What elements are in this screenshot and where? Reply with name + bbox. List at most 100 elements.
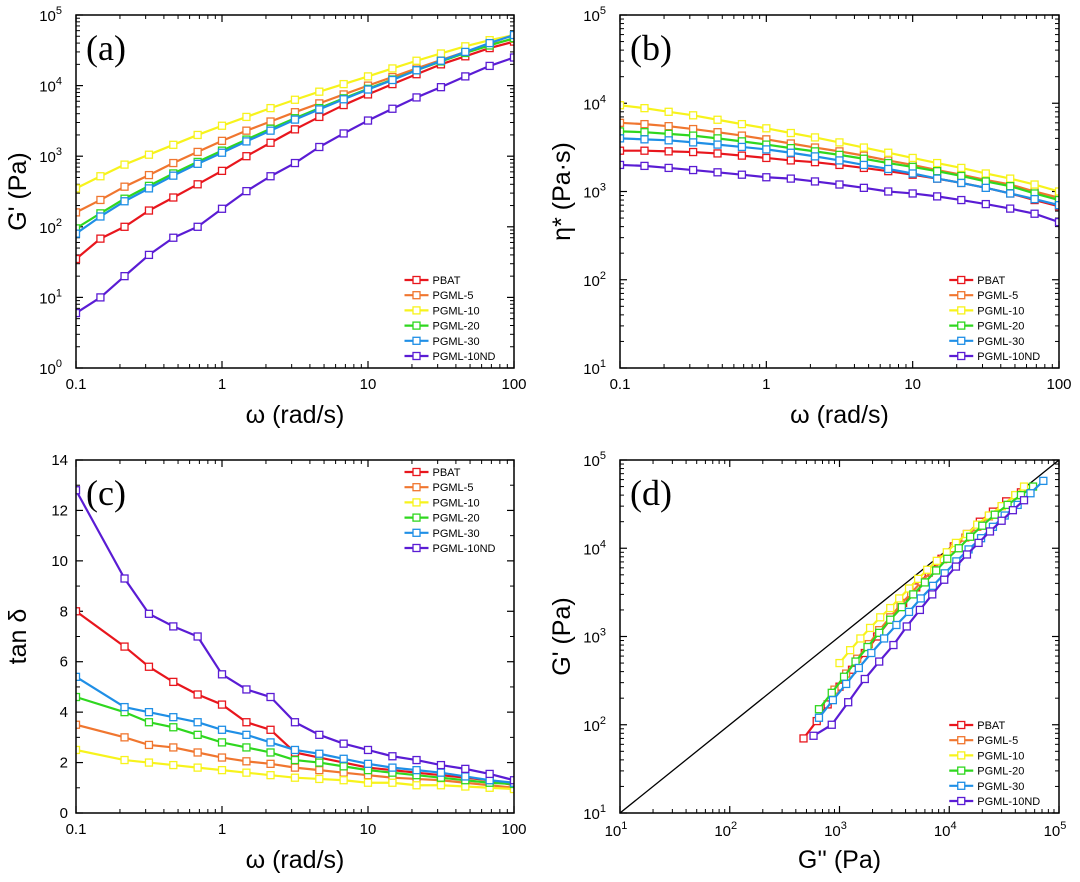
data-point <box>932 566 941 575</box>
data-point <box>1054 201 1059 210</box>
data-point <box>640 119 649 129</box>
y-tick-label: 103 <box>583 182 606 202</box>
data-point <box>688 165 698 175</box>
data-point <box>76 229 81 238</box>
legend-marker <box>412 513 421 522</box>
legend-label: PGML-20 <box>433 513 480 525</box>
data-point <box>1039 476 1048 486</box>
series-PGML-10ND <box>76 486 514 785</box>
data-point <box>688 111 698 120</box>
data-point <box>363 116 373 125</box>
x-tick-label: 100 <box>501 821 526 838</box>
legend-item: PBAT <box>404 275 461 287</box>
legend-marker <box>412 467 421 477</box>
data-point <box>96 195 105 205</box>
data-point <box>193 180 202 189</box>
data-point <box>897 603 907 612</box>
y-tick-label: 100 <box>39 358 62 378</box>
data-point <box>242 137 251 146</box>
legend-label: PBAT <box>433 275 461 287</box>
data-point <box>266 771 275 780</box>
y-tick-base: 10 <box>583 630 600 647</box>
y-tick-base: 10 <box>583 8 600 25</box>
y-tick-exponent: 5 <box>600 5 606 17</box>
legend-item: PGML-10ND <box>404 351 496 363</box>
data-point <box>315 774 324 784</box>
legend-marker <box>412 336 421 345</box>
data-point <box>363 72 373 81</box>
legend-item: PGML-5 <box>404 482 474 494</box>
series-PGML-30 <box>814 476 1048 722</box>
series-PGML-10 <box>620 101 1059 196</box>
data-point <box>827 688 836 697</box>
y-tick-label: 104 <box>583 538 606 558</box>
data-point <box>916 594 925 603</box>
legend-label: PGML-5 <box>977 735 1018 747</box>
legend-label: PGML-10 <box>433 497 480 509</box>
series-PGML-30 <box>76 30 514 238</box>
legend-label: PGML-10 <box>977 305 1024 317</box>
legend-marker <box>957 291 966 300</box>
data-point <box>620 127 625 136</box>
data-point <box>957 163 966 173</box>
data-point <box>120 733 129 742</box>
data-point <box>509 53 514 62</box>
data-point <box>144 150 154 159</box>
x-tick-label: 101 <box>605 820 628 840</box>
legend-marker <box>412 275 421 285</box>
series-line <box>833 494 1017 691</box>
data-point <box>76 208 81 217</box>
legend-label: PBAT <box>977 275 1005 287</box>
panel-label: (a) <box>86 28 126 68</box>
data-point <box>814 705 824 714</box>
data-point <box>242 757 251 766</box>
y-tick-base: 10 <box>583 718 600 735</box>
data-point <box>242 718 251 727</box>
data-point <box>339 79 348 89</box>
legend-label: PGML-10ND <box>433 543 496 555</box>
y-tick-exponent: 1 <box>600 358 606 370</box>
data-point <box>876 613 885 622</box>
y-tick-exponent: 3 <box>600 627 606 639</box>
legend-item: PGML-10 <box>404 305 480 317</box>
data-point <box>943 554 952 563</box>
data-point <box>904 584 914 593</box>
data-point <box>290 718 300 727</box>
x-tick-label: 1 <box>218 376 226 393</box>
legend-label: PBAT <box>433 467 461 479</box>
data-point <box>217 166 227 176</box>
x-tick-base: 10 <box>824 823 841 840</box>
x-tick-label: 104 <box>934 820 957 840</box>
data-point <box>144 662 154 671</box>
data-area <box>76 486 514 794</box>
legend-item: PGML-10 <box>949 750 1024 762</box>
data-point <box>1054 187 1059 196</box>
panel-label: (c) <box>86 473 126 513</box>
legend-label: PGML-30 <box>433 528 480 540</box>
data-point <box>1026 489 1035 498</box>
y-tick-exponent: 1 <box>600 803 606 815</box>
x-tick-label: 0.1 <box>66 821 87 838</box>
data-point <box>217 753 227 762</box>
series-PBAT <box>76 37 514 264</box>
legend-item: PGML-10 <box>404 497 480 509</box>
data-point <box>879 634 889 643</box>
data-point <box>908 153 917 163</box>
y-tick-label: 103 <box>39 146 62 166</box>
legend-item: PGML-20 <box>949 321 1024 333</box>
y-tick-label: 103 <box>583 627 606 647</box>
legend-label: PGML-5 <box>433 482 474 494</box>
x-tick-label: 102 <box>714 820 737 840</box>
data-point <box>120 197 129 206</box>
data-point <box>290 755 300 765</box>
data-point <box>388 64 397 73</box>
y-tick-exponent: 5 <box>56 5 62 17</box>
y-axis-label: η* (Pa·s) <box>548 142 576 241</box>
data-point <box>169 158 178 168</box>
data-point <box>915 605 925 615</box>
y-tick-base: 10 <box>39 290 56 307</box>
legend-item: PGML-10ND <box>404 543 496 555</box>
legend: PBAT PGML-5 PGML-10 PGML-20 PGML-30 PGML-10ND <box>949 275 1040 363</box>
data-point <box>933 167 942 176</box>
legend-marker <box>412 291 421 300</box>
